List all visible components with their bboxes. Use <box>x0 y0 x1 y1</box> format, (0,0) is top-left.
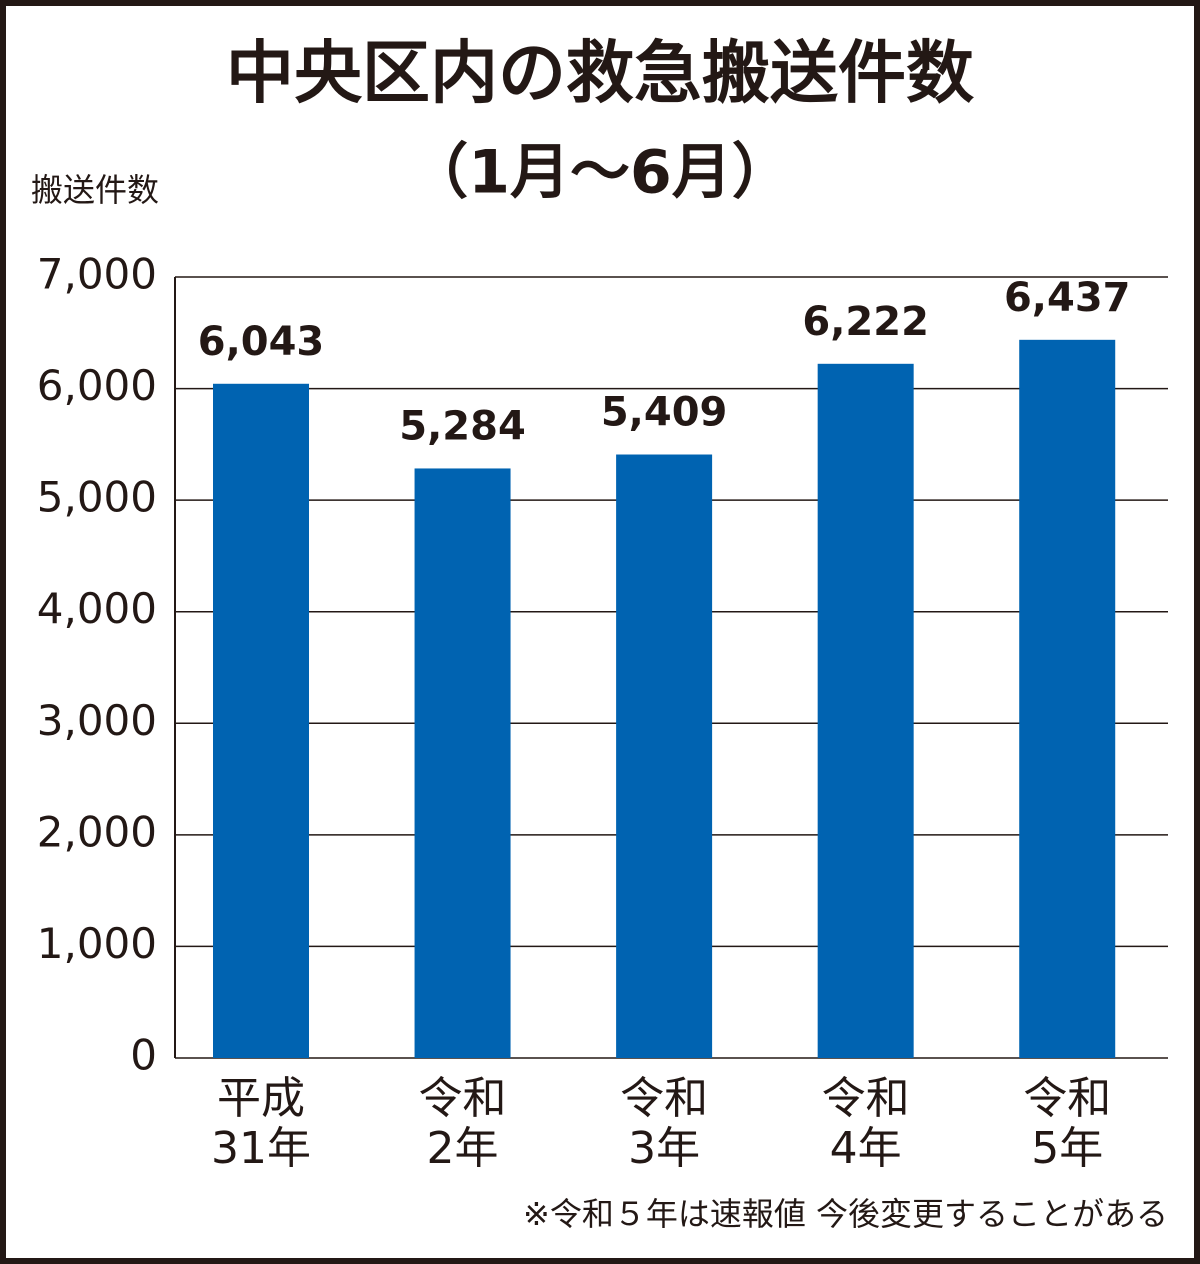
bar <box>817 363 914 1058</box>
y-tick-label: 4,000 <box>37 584 157 633</box>
note: ※令和５年は速報値 今後変更することがある <box>523 1195 1168 1233</box>
value-label: 6,437 <box>1004 275 1131 321</box>
x-tick-label: 令和 4年 <box>821 1073 910 1174</box>
chart-subtitle: （1月〜6月） <box>408 138 792 208</box>
y-tick-label: 2,000 <box>37 807 157 856</box>
y-axis-label: 搬送件数 <box>31 171 159 209</box>
x-tick-label: 平成 31年 <box>211 1073 311 1174</box>
bar <box>1019 339 1116 1059</box>
value-label: 6,222 <box>802 299 929 345</box>
y-tick-label: 0 <box>130 1031 157 1080</box>
x-tick-label: 令和 5年 <box>1023 1073 1112 1174</box>
y-tick-label: 7,000 <box>37 250 157 299</box>
y-tick-label: 5,000 <box>37 473 157 522</box>
value-label: 5,284 <box>399 403 526 449</box>
bar <box>616 454 713 1058</box>
bar <box>414 468 511 1059</box>
y-tick-label: 3,000 <box>37 696 157 745</box>
x-tick-label: 令和 2年 <box>418 1073 507 1174</box>
value-label: 6,043 <box>198 319 325 365</box>
bar <box>213 383 309 1058</box>
value-label: 5,409 <box>601 390 728 436</box>
y-tick-label: 1,000 <box>37 919 157 968</box>
x-tick-label: 令和 3年 <box>620 1073 709 1174</box>
y-tick-label: 6,000 <box>37 361 157 410</box>
chart-title: 中央区内の救急搬送件数 <box>226 35 974 114</box>
